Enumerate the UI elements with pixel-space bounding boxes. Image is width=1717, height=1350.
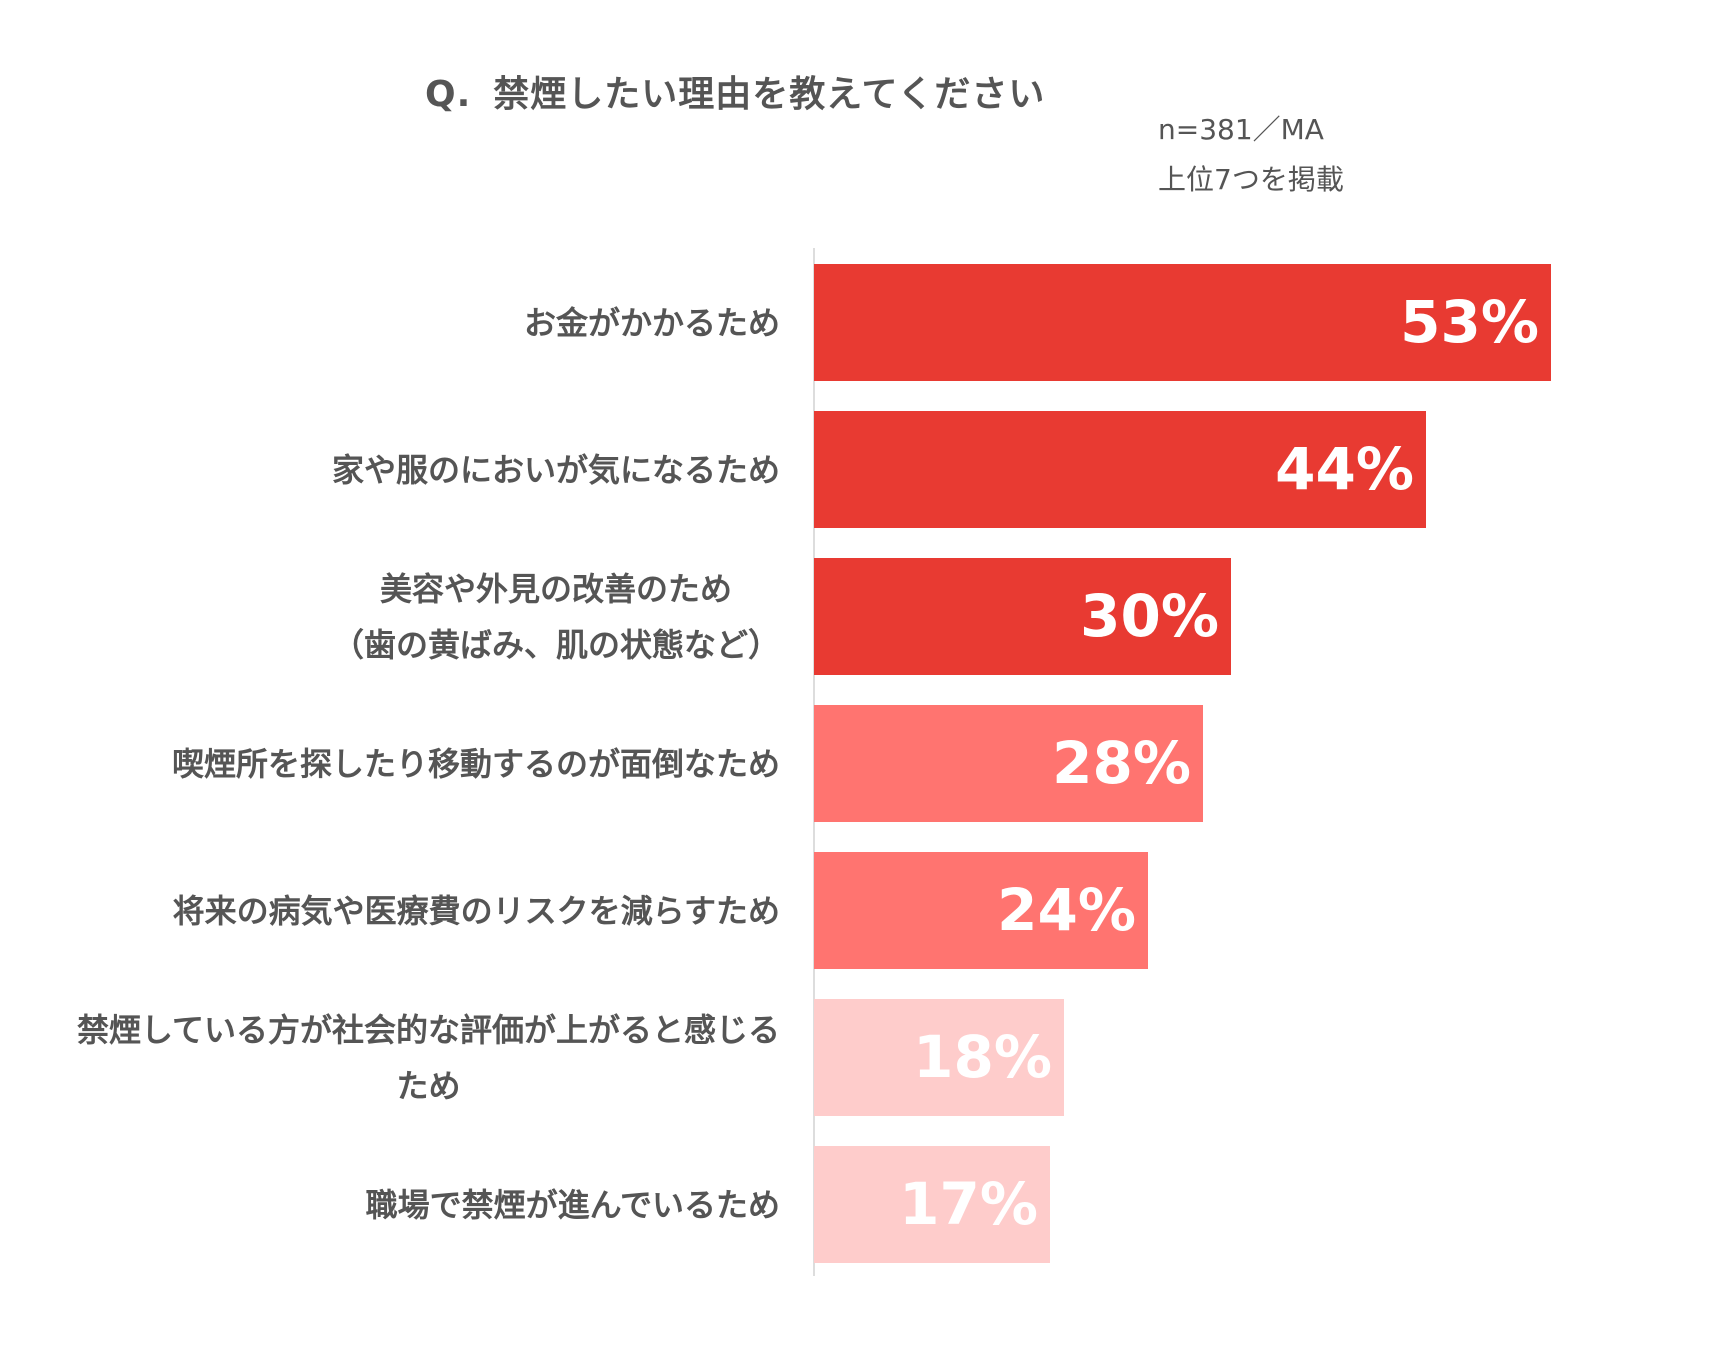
category-label-2: 家や服のにおいが気になるため <box>332 442 780 498</box>
bar-value-label-3: 30% <box>1080 582 1219 650</box>
chart-title: Q. 禁煙したい理由を教えてください <box>425 65 1045 117</box>
bar-1: 53% <box>814 264 1551 381</box>
category-label-3: 美容や外見の改善のため （歯の黄ばみ、肌の状態など） <box>332 561 780 673</box>
category-label-line: 禁煙している方が社会的な評価が上がると感じる <box>76 1011 780 1049</box>
scope-note: 上位7つを掲載 <box>1158 163 1344 196</box>
category-label-4: 喫煙所を探したり移動するのが面倒なため <box>172 736 780 792</box>
bar-2: 44% <box>814 411 1426 528</box>
bar-4: 28% <box>814 705 1203 822</box>
question-text: 禁煙したい理由を教えてください <box>493 74 1046 115</box>
category-label-6: 禁煙している方が社会的な評価が上がると感じる ため <box>77 1002 780 1114</box>
category-label-line: お金がかかるため <box>523 304 780 342</box>
bar-value-label-7: 17% <box>899 1170 1038 1238</box>
bar-value-label-2: 44% <box>1275 435 1414 503</box>
bar-value-label-6: 18% <box>913 1023 1052 1091</box>
category-label-line: 美容や外見の改善のため <box>379 570 732 608</box>
bar-value-label-4: 28% <box>1052 729 1191 797</box>
category-label-line: （歯の黄ばみ、肌の状態など） <box>331 626 780 664</box>
category-label-line: ため <box>396 1067 461 1105</box>
category-label-line: 家や服のにおいが気になるため <box>331 451 780 489</box>
bar-value-label-5: 24% <box>997 876 1136 944</box>
bar-value-label-1: 53% <box>1400 288 1539 356</box>
category-label-5: 将来の病気や医療費のリスクを減らすため <box>173 883 780 939</box>
sample-size-note: n=381／MA <box>1158 113 1324 146</box>
category-label-line: 将来の病気や医療費のリスクを減らすため <box>172 892 780 930</box>
category-label-7: 職場で禁煙が進んでいるため <box>366 1177 780 1233</box>
category-label-line: 喫煙所を探したり移動するのが面倒なため <box>171 745 780 783</box>
category-label-line: 職場で禁煙が進んでいるため <box>365 1186 780 1224</box>
bar-6: 18% <box>814 999 1064 1116</box>
bar-5: 24% <box>814 852 1148 969</box>
question-prefix: Q. <box>425 74 472 115</box>
bar-3: 30% <box>814 558 1231 675</box>
bar-7: 17% <box>814 1146 1050 1263</box>
category-label-1: お金がかかるため <box>524 295 780 351</box>
